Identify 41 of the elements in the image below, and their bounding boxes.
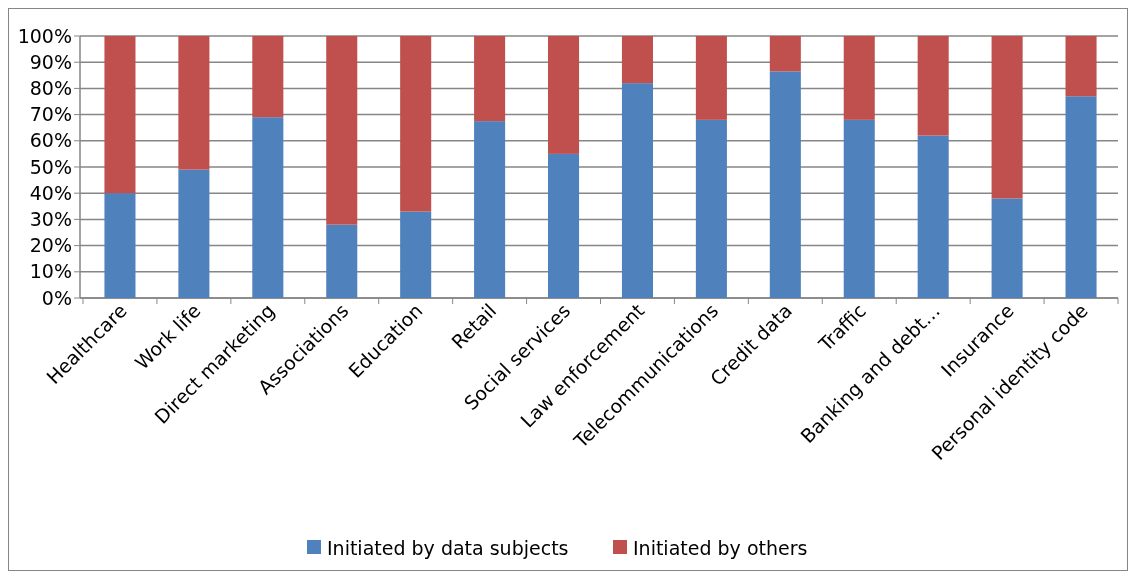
bar <box>548 153 580 298</box>
bar <box>621 36 653 84</box>
y-tick-label: 100% <box>17 24 72 47</box>
bar <box>917 36 949 136</box>
y-tick-label: 70% <box>29 103 72 126</box>
bar <box>400 36 432 212</box>
bar <box>991 36 1023 199</box>
bar <box>400 211 432 298</box>
bar <box>769 36 801 72</box>
bar <box>769 71 801 298</box>
bar <box>104 36 136 194</box>
bar <box>1065 96 1097 298</box>
y-tick-label: 50% <box>29 155 72 178</box>
bar <box>695 36 727 120</box>
y-tick-label: 60% <box>29 129 72 152</box>
bar <box>1065 36 1097 97</box>
bar <box>252 36 284 118</box>
bar <box>178 169 210 298</box>
bar <box>548 36 580 154</box>
y-tick-label: 80% <box>29 77 72 100</box>
bar <box>474 121 506 298</box>
bar <box>326 36 358 225</box>
y-tick-label: 30% <box>29 208 72 231</box>
bar <box>621 83 653 298</box>
bar <box>474 36 506 122</box>
bar <box>104 193 136 298</box>
bar <box>843 36 875 120</box>
legend-label: Initiated by others <box>633 536 808 559</box>
y-tick-label: 10% <box>29 260 72 283</box>
bar <box>178 36 210 170</box>
y-tick-label: 20% <box>29 234 72 257</box>
bar <box>843 119 875 298</box>
bar <box>326 224 358 298</box>
y-tick-label: 90% <box>29 50 72 73</box>
bar <box>991 198 1023 298</box>
y-tick-label: 40% <box>29 181 72 204</box>
bar <box>917 135 949 298</box>
legend-label: Initiated by data subjects <box>327 536 569 559</box>
bar <box>252 117 284 298</box>
bar <box>695 119 727 298</box>
y-tick-label: 0% <box>41 286 72 309</box>
